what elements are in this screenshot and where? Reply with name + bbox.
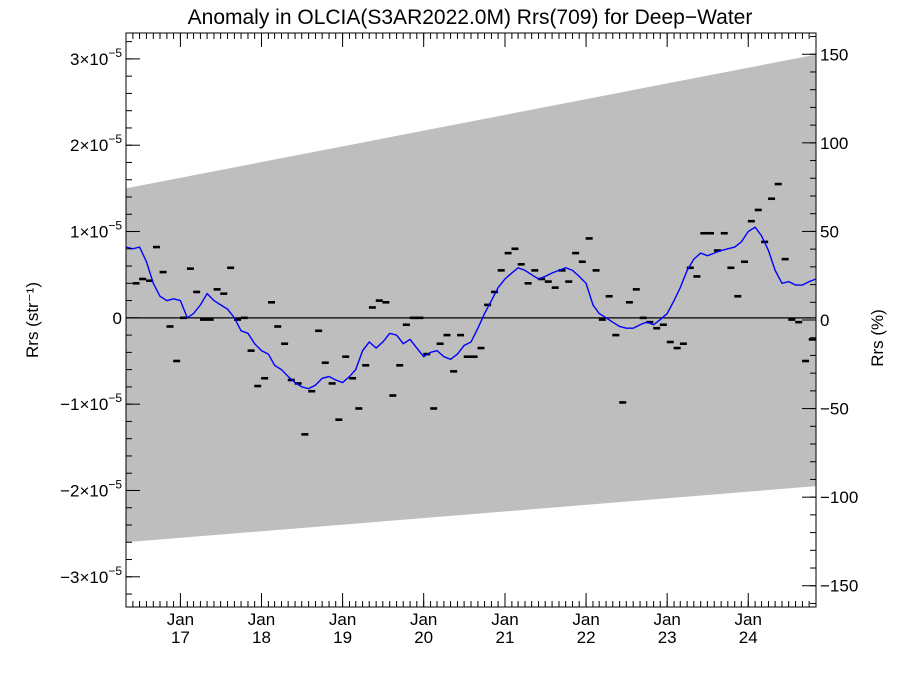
x-tick-label-year: 20 [414,628,433,647]
x-tick-label-year: 21 [496,628,515,647]
x-tick-label-year: 22 [577,628,596,647]
left-tick-label: 2×10−5 [70,132,122,155]
x-tick-label-year: 18 [252,628,271,647]
left-tick-label: −1×10−5 [60,391,122,414]
x-tick-label-year: 19 [333,628,352,647]
right-tick-label: −150 [820,577,858,596]
x-tick-label-year: 24 [739,628,758,647]
running-mean-line [125,226,817,390]
x-tick-label-month: Jan [735,610,762,629]
y-axis-label-left: Rrs (str⁻¹) [23,282,42,358]
right-tick-label: −50 [820,400,849,419]
chart-title: Anomaly in OLCIA(S3AR2022.0M) Rrs(709) f… [188,6,753,29]
uncertainty-envelope [126,54,816,543]
left-tick-label: −2×10−5 [60,477,122,500]
right-tick-label: 50 [820,222,839,241]
left-tick-label: 0 [113,309,122,328]
left-tick-label: 3×10−5 [70,46,122,69]
x-tick-label-month: Jan [410,610,437,629]
plot-area [125,32,817,608]
x-tick-label-year: 17 [171,628,190,647]
x-tick-label-year: 23 [658,628,677,647]
y-axis-label-right: Rrs (%) [868,309,887,367]
x-tick-label-month: Jan [167,610,194,629]
right-tick-label: 150 [820,45,848,64]
left-tick-label: 1×10−5 [70,219,122,242]
x-tick-label-month: Jan [491,610,518,629]
x-tick-label-month: Jan [329,610,356,629]
x-tick-label-month: Jan [653,610,680,629]
left-tick-label: −3×10−5 [60,564,122,587]
x-tick-label-month: Jan [248,610,275,629]
right-y-axis: −150 −100 −50 0 50 100 150 [802,36,858,604]
right-tick-label: 0 [820,311,829,330]
x-tick-label-month: Jan [572,610,599,629]
right-tick-label: −100 [820,488,858,507]
monthly-anomaly-markers [132,182,816,436]
right-tick-label: 100 [820,134,848,153]
